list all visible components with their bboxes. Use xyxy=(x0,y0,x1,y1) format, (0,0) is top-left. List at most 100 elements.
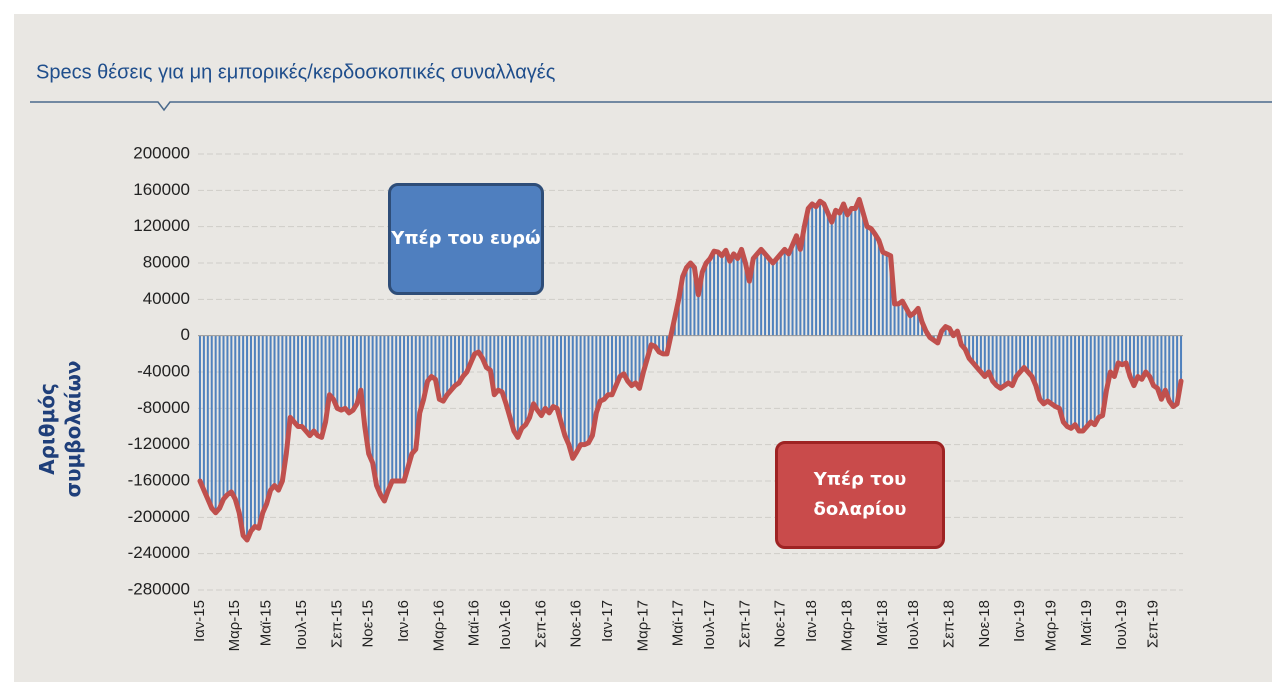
bar xyxy=(779,253,782,336)
bar xyxy=(858,199,861,336)
y-tick-label: -40000 xyxy=(137,361,190,380)
bar xyxy=(269,335,272,491)
bar xyxy=(889,255,892,336)
bar xyxy=(552,335,555,407)
bar xyxy=(1074,335,1077,425)
x-tick-label: Μαϊ-18 xyxy=(874,600,891,646)
bar xyxy=(359,335,362,391)
bar xyxy=(1015,335,1018,377)
bar xyxy=(1026,335,1029,372)
bar xyxy=(446,335,449,395)
bar xyxy=(618,335,621,377)
bar xyxy=(544,335,547,409)
bar xyxy=(1054,335,1057,407)
bar xyxy=(1078,335,1081,432)
bar xyxy=(885,253,888,336)
x-tick-label: Ιαν-19 xyxy=(1011,600,1028,642)
x-tick-label: Μαρ-19 xyxy=(1043,600,1060,651)
bar xyxy=(457,335,460,383)
bar xyxy=(838,213,841,336)
bar xyxy=(662,335,665,354)
y-tick-label: -120000 xyxy=(128,434,190,453)
bar xyxy=(1093,335,1096,425)
bar xyxy=(677,299,680,336)
bar xyxy=(1101,335,1104,416)
bar xyxy=(563,335,566,436)
bar xyxy=(803,226,806,336)
bar xyxy=(501,335,504,392)
bar xyxy=(1034,335,1037,386)
bar xyxy=(807,208,810,336)
bar xyxy=(775,258,778,336)
x-tick-label: Σεπ-17 xyxy=(736,600,753,648)
y-tick-label: 80000 xyxy=(143,252,190,271)
bar xyxy=(465,335,468,372)
bar xyxy=(917,308,920,336)
bar xyxy=(1097,335,1100,418)
bar xyxy=(403,335,406,481)
bar xyxy=(383,335,386,501)
bar xyxy=(1011,335,1014,386)
y-tick-label: -240000 xyxy=(128,543,190,562)
bar xyxy=(658,335,661,353)
x-tick-label: Μαρ-15 xyxy=(226,600,243,651)
bar xyxy=(556,335,559,409)
bar xyxy=(261,335,264,513)
bar xyxy=(591,335,594,436)
bar xyxy=(968,335,971,359)
bar xyxy=(473,335,476,354)
bar xyxy=(1125,335,1128,363)
bar xyxy=(834,210,837,336)
bar xyxy=(230,335,233,492)
bar xyxy=(469,335,472,363)
bar xyxy=(921,322,924,336)
bar xyxy=(693,267,696,336)
x-tick-label: Ιουλ-19 xyxy=(1113,600,1130,650)
bar xyxy=(559,335,562,422)
bar xyxy=(972,335,975,363)
bar xyxy=(297,335,300,427)
bar xyxy=(528,335,531,418)
bar xyxy=(1050,335,1053,404)
bar xyxy=(430,335,433,377)
bar xyxy=(614,335,617,386)
bar xyxy=(226,335,229,495)
bar xyxy=(505,335,508,404)
x-tick-label: Σεπ-16 xyxy=(532,600,549,648)
bar xyxy=(399,335,402,481)
bar xyxy=(324,335,327,422)
bar xyxy=(822,203,825,336)
bar xyxy=(355,335,358,404)
y-tick-label: 0 xyxy=(181,325,190,344)
bar xyxy=(536,335,539,411)
bar xyxy=(489,335,492,371)
bar xyxy=(760,249,763,336)
bar xyxy=(642,335,645,372)
bar xyxy=(826,213,829,336)
bar xyxy=(599,335,602,402)
x-tick-label: Σεπ-18 xyxy=(940,600,957,648)
bar xyxy=(238,335,241,513)
bar xyxy=(705,263,708,336)
bar xyxy=(253,335,256,527)
bar xyxy=(748,281,751,336)
bar xyxy=(202,335,205,491)
bar xyxy=(293,335,296,422)
bar xyxy=(210,335,213,509)
x-tick-label: Νοε-17 xyxy=(772,600,789,648)
x-tick-label: Ιουλ-16 xyxy=(497,600,514,650)
bar xyxy=(913,312,916,336)
bar xyxy=(277,335,280,491)
bar xyxy=(367,335,370,454)
bar xyxy=(583,335,586,445)
bar xyxy=(709,258,712,336)
bar xyxy=(1140,335,1143,380)
bar xyxy=(1042,335,1045,404)
bar xyxy=(406,335,409,468)
bar xyxy=(438,335,441,400)
x-tick-label: Μαϊ-15 xyxy=(258,600,275,646)
x-tick-label: Σεπ-19 xyxy=(1145,600,1162,648)
x-tick-label: Μαρ-18 xyxy=(838,600,855,651)
bar xyxy=(638,335,641,389)
bar xyxy=(426,335,429,382)
